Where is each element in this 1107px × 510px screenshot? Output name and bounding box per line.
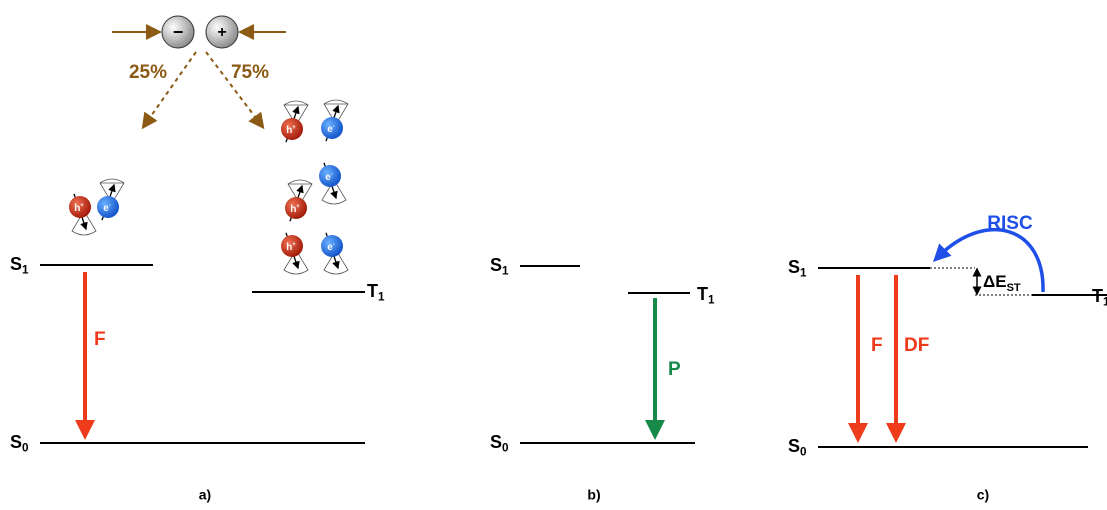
label-sup: -	[331, 172, 333, 178]
label-main: T	[367, 281, 378, 301]
label-main: S	[788, 257, 800, 277]
label: S1	[10, 254, 29, 277]
label: c)	[977, 487, 989, 503]
label-sup: -	[109, 203, 111, 209]
label: S0	[788, 436, 807, 459]
label-sub: ST	[1007, 282, 1021, 294]
label: S0	[490, 432, 509, 455]
label-sup: -	[333, 242, 335, 248]
label: S1	[490, 255, 509, 278]
label-sup: -	[333, 124, 335, 130]
label: F	[94, 329, 106, 350]
label-sub: 1	[22, 263, 29, 276]
label-main: S	[788, 436, 800, 456]
label: P	[668, 359, 681, 380]
label: ΔEST	[983, 272, 1021, 294]
label-sub: 1	[378, 290, 385, 303]
label-sub: 1	[708, 293, 715, 306]
label-sub: 1	[800, 266, 807, 279]
label-sup: +	[292, 242, 296, 248]
label: T1	[367, 281, 385, 304]
label-sub: 0	[800, 445, 807, 458]
label: F	[871, 335, 883, 356]
label-sub: 1	[502, 264, 509, 277]
label-sup: +	[80, 203, 84, 209]
energy-diagram: −+25%75%h+e-h+e-h+e-h+e-S1T1S0Fa)S1T1S0P…	[0, 0, 1107, 510]
label-main: S	[10, 432, 22, 452]
label: T1	[697, 284, 715, 307]
label-sup: +	[292, 125, 296, 131]
label: S1	[788, 257, 807, 280]
label: T1	[1092, 286, 1107, 309]
label-main: ΔE	[983, 272, 1007, 291]
label-sub: 1	[1103, 295, 1107, 308]
label: S0	[10, 432, 29, 455]
label-sup: +	[296, 204, 300, 210]
label-main: S	[10, 254, 22, 274]
label-main: T	[1092, 286, 1103, 306]
label: RISC	[987, 213, 1033, 234]
label-sub: 0	[22, 441, 29, 454]
label-main: S	[490, 255, 502, 275]
label: a)	[199, 487, 211, 503]
label: 25%	[129, 62, 167, 83]
label-main: S	[490, 432, 502, 452]
label-main: T	[697, 284, 708, 304]
label: 75%	[231, 62, 269, 83]
label: −	[173, 22, 184, 42]
label-sub: 0	[502, 441, 509, 454]
label: DF	[904, 335, 929, 356]
label: b)	[587, 487, 600, 503]
label: +	[217, 24, 226, 41]
